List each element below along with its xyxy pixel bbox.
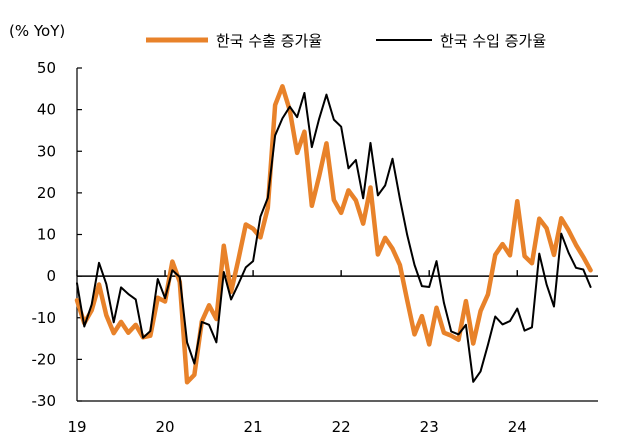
series-layer xyxy=(74,84,593,385)
y-tick-label: -20 xyxy=(32,350,57,368)
y-tick-label: 50 xyxy=(37,59,56,77)
y-tick-label: 0 xyxy=(46,267,56,285)
y-tick-label: 10 xyxy=(37,226,56,244)
legend-label-import: 한국 수입 증가율 xyxy=(440,32,546,50)
legend: 한국 수출 증가율 한국 수입 증가율 xyxy=(146,32,546,50)
x-tick-label: 23 xyxy=(420,418,439,436)
y-unit-label: (% YoY) xyxy=(9,22,65,40)
x-tick-label: 21 xyxy=(244,418,263,436)
y-tick-label: 40 xyxy=(37,101,56,119)
series-line-export xyxy=(74,84,593,385)
y-tick-label: -30 xyxy=(32,392,57,410)
x-tick-label: 22 xyxy=(332,418,351,436)
x-tick-label: 20 xyxy=(156,418,175,436)
x-axis: 19 20 21 22 23 24 xyxy=(67,270,598,436)
y-tick-label: 30 xyxy=(37,142,56,160)
y-axis: -30 -20 -10 0 10 20 30 40 50 xyxy=(32,59,82,410)
x-tick-label: 24 xyxy=(508,418,527,436)
legend-label-export: 한국 수출 증가율 xyxy=(216,32,322,50)
series-line-import xyxy=(76,91,592,383)
y-tick-label: 20 xyxy=(37,184,56,202)
y-tick-label: -10 xyxy=(32,309,57,327)
x-tick-label: 19 xyxy=(67,418,86,436)
